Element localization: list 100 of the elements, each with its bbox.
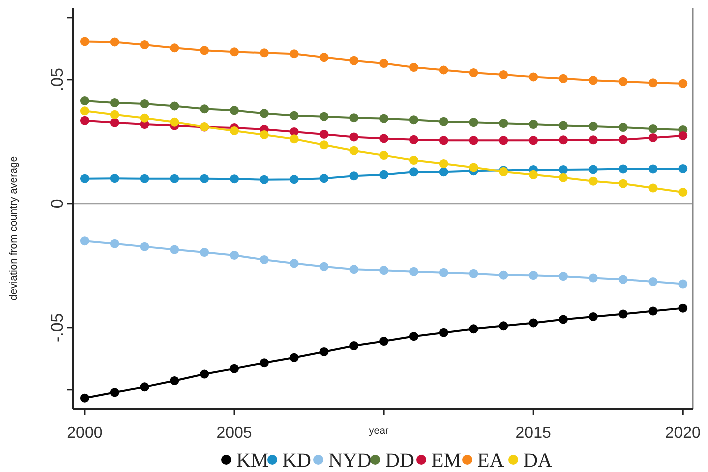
point [230, 364, 240, 374]
point [618, 135, 628, 144]
y-tick-label: .05 [48, 68, 67, 92]
point [558, 121, 568, 130]
legend-label: DD [386, 450, 414, 472]
point [320, 262, 329, 272]
point [80, 116, 90, 126]
point [380, 266, 389, 276]
point [678, 188, 688, 198]
point [469, 324, 478, 334]
y-tick-label: 0 [48, 199, 67, 209]
point [439, 328, 448, 338]
point [290, 259, 299, 268]
point [320, 174, 329, 184]
point [469, 269, 478, 278]
point [140, 174, 150, 184]
point [80, 174, 90, 184]
point [588, 176, 598, 186]
point [350, 172, 359, 181]
x-tick-label: 2015 [516, 425, 552, 442]
point [350, 265, 359, 274]
point [499, 136, 508, 146]
point [110, 38, 120, 47]
point [648, 164, 658, 174]
point [529, 136, 538, 146]
point [380, 170, 389, 180]
point [290, 353, 299, 362]
point [110, 174, 120, 184]
y-axis-title: deviation from country average [8, 156, 20, 301]
point [499, 322, 508, 331]
point [290, 111, 299, 120]
point [260, 130, 269, 140]
point [648, 133, 658, 142]
point [170, 44, 180, 53]
point [529, 271, 538, 280]
point [230, 250, 240, 260]
point [678, 131, 688, 140]
point [529, 318, 538, 328]
point [588, 274, 598, 283]
point [648, 124, 658, 134]
point [558, 74, 568, 84]
point [260, 48, 269, 58]
point [558, 315, 568, 324]
point [588, 76, 598, 86]
point [140, 114, 150, 123]
point [260, 175, 269, 184]
point [170, 376, 180, 386]
point [648, 278, 658, 287]
legend-label: NYD [328, 450, 372, 472]
point [648, 78, 658, 88]
point [80, 236, 90, 246]
point [409, 116, 418, 125]
point [80, 96, 90, 106]
point [439, 268, 448, 278]
point [170, 245, 180, 254]
point [409, 63, 418, 72]
point [678, 164, 688, 174]
point [678, 79, 688, 88]
point [469, 68, 478, 78]
point [170, 118, 180, 127]
point [529, 120, 538, 130]
point [648, 184, 658, 193]
point [469, 136, 478, 146]
point [588, 122, 598, 132]
point [499, 119, 508, 128]
point [110, 98, 120, 108]
point [320, 53, 329, 62]
point [350, 56, 359, 66]
y-tick-label: -.05 [48, 313, 67, 343]
point [170, 174, 180, 184]
point [439, 117, 448, 126]
point [439, 136, 448, 146]
point [469, 118, 478, 128]
legend-label: DA [524, 450, 553, 472]
x-tick-label: 2000 [67, 425, 103, 442]
point [290, 50, 299, 59]
point [80, 394, 90, 403]
point [618, 164, 628, 174]
point [558, 165, 568, 174]
point [439, 159, 448, 168]
point [320, 130, 329, 139]
point [618, 310, 628, 319]
point [380, 114, 389, 124]
point [409, 168, 418, 177]
point [170, 102, 180, 111]
point [110, 239, 120, 248]
point [200, 174, 210, 184]
point [320, 347, 329, 356]
point [110, 388, 120, 398]
point [618, 77, 628, 86]
point [350, 146, 359, 156]
point [558, 272, 568, 282]
point [140, 99, 150, 108]
point [290, 134, 299, 144]
point [350, 114, 359, 123]
point [588, 136, 598, 145]
point [409, 267, 418, 276]
point [350, 342, 359, 351]
x-axis-title: year [369, 426, 390, 437]
point [290, 175, 299, 184]
